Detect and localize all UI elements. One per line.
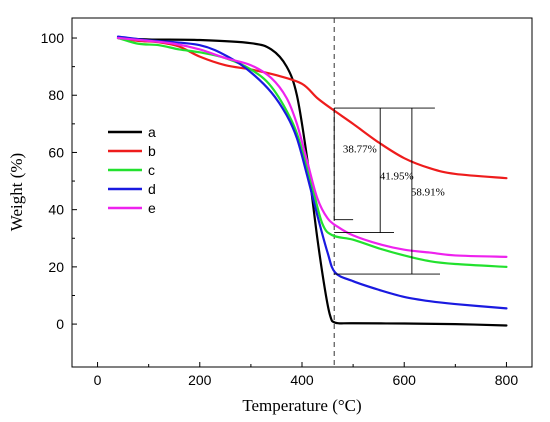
series-line-c [116, 36, 508, 268]
series-line-b [116, 36, 508, 180]
legend-label-d: d [148, 181, 156, 197]
x-tick-label: 200 [188, 372, 212, 388]
plot-frame [71, 17, 533, 368]
legend-label-c: c [148, 162, 155, 178]
annotations: 38.77% 41.95% 58.91% [333, 107, 445, 275]
legend-label-a: a [148, 124, 156, 140]
annotation-label: 38.77% [343, 143, 377, 155]
y-tick-label: 60 [48, 144, 64, 160]
y-tick-label: 20 [48, 259, 64, 275]
legend-label-e: e [148, 200, 156, 216]
x-tick-label: 800 [495, 372, 519, 388]
y-axis-title: Weight (%) [7, 153, 26, 231]
y-tick-label: 40 [48, 202, 64, 218]
annotation-label: 58.91% [411, 186, 445, 198]
y-tick-label: 80 [48, 87, 64, 103]
series-lines [116, 35, 508, 327]
series-line-d [116, 35, 508, 310]
x-tick-label: 600 [393, 372, 417, 388]
x-tick-label: 400 [290, 372, 314, 388]
x-tick-label: 0 [94, 372, 102, 388]
y-tick-label: 100 [41, 30, 65, 46]
axes: 0 200 400 600 800 0 20 40 60 80 100 [41, 18, 519, 388]
series-line-e [116, 36, 508, 258]
x-axis-title: Temperature (°C) [242, 396, 361, 415]
y-tick-label: 0 [56, 316, 64, 332]
annotation-label: 41.95% [380, 171, 414, 183]
legend-label-b: b [148, 143, 156, 159]
